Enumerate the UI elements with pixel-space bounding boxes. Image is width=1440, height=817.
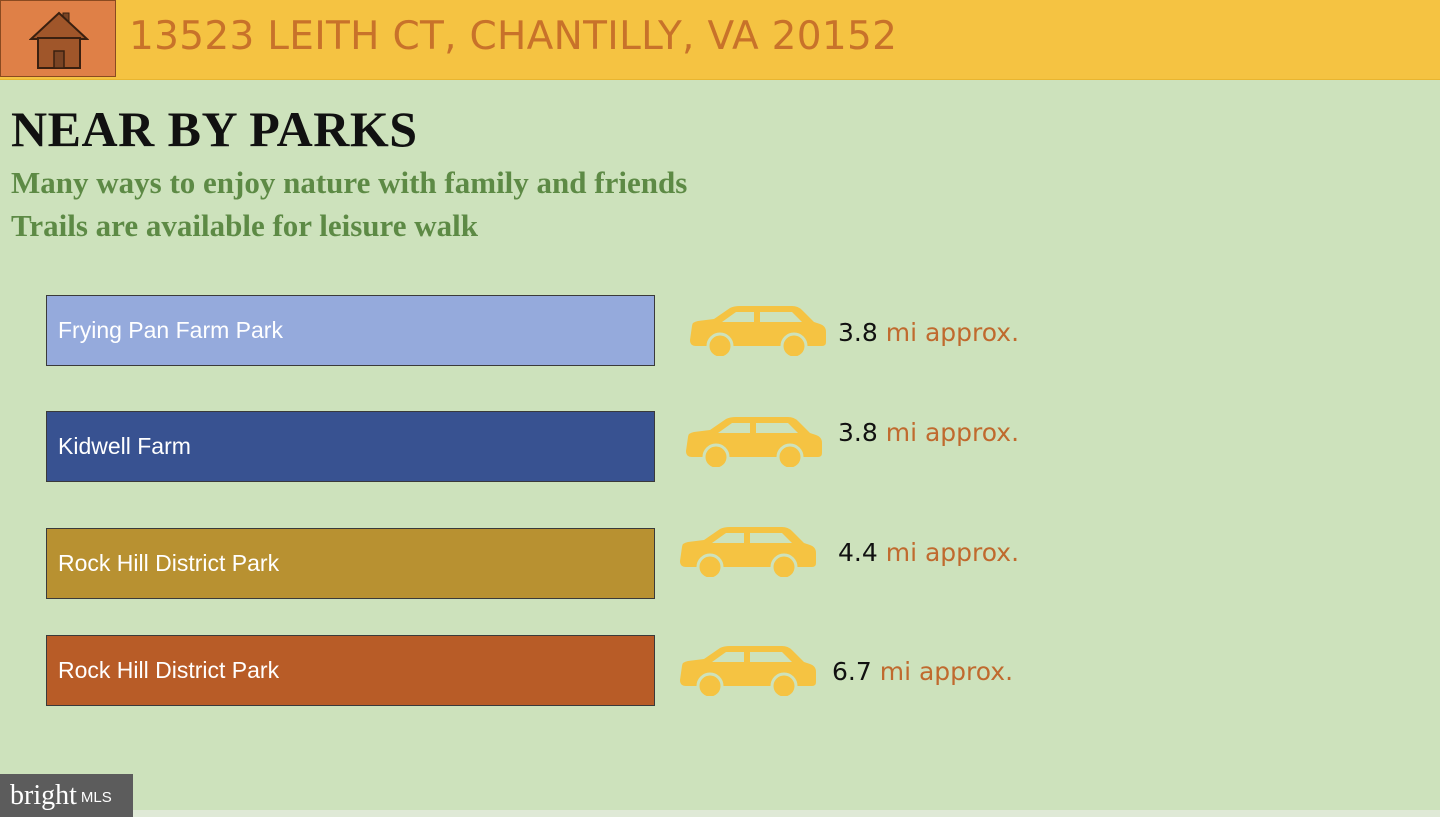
distance-value: 6.7 xyxy=(832,657,872,686)
park-distance: 6.7 mi approx. xyxy=(832,657,1013,686)
park-item-frying-pan-farm-park[interactable]: Frying Pan Farm Park xyxy=(46,295,655,366)
brand-suffix: MLS xyxy=(80,789,112,806)
bottom-divider xyxy=(133,810,1440,817)
bright-mls-logo: bright MLS xyxy=(0,774,133,817)
park-item-rock-hill-district-park-2[interactable]: Rock Hill District Park xyxy=(46,635,655,706)
distance-unit: mi approx. xyxy=(885,538,1020,567)
distance-unit: mi approx. xyxy=(885,318,1020,347)
park-distance: 4.4 mi approx. xyxy=(838,538,1019,567)
home-button[interactable] xyxy=(0,0,116,77)
distance-unit: mi approx. xyxy=(879,657,1014,686)
car-icon xyxy=(686,417,822,467)
brand-name: bright xyxy=(10,779,77,811)
car-icon xyxy=(690,306,826,356)
park-distance: 3.8 mi approx. xyxy=(838,418,1019,447)
park-item-rock-hill-district-park[interactable]: Rock Hill District Park xyxy=(46,528,655,599)
park-name: Rock Hill District Park xyxy=(58,550,280,576)
park-distance: 3.8 mi approx. xyxy=(838,318,1019,347)
subtitle-line-1: Many ways to enjoy nature with family an… xyxy=(11,165,688,200)
distance-value: 4.4 xyxy=(838,538,878,567)
distance-unit: mi approx. xyxy=(885,418,1020,447)
car-icon xyxy=(680,646,816,696)
header-bar: 13523 LEITH CT, CHANTILLY, VA 20152 xyxy=(0,0,1440,80)
park-item-kidwell-farm[interactable]: Kidwell Farm xyxy=(46,411,655,482)
house-icon xyxy=(29,11,89,69)
property-address: 13523 LEITH CT, CHANTILLY, VA 20152 xyxy=(129,14,898,59)
park-name: Kidwell Farm xyxy=(58,433,191,459)
distance-value: 3.8 xyxy=(838,418,878,447)
page-title: NEAR BY PARKS xyxy=(11,101,418,157)
car-icon xyxy=(680,527,816,577)
subtitle-line-2: Trails are available for leisure walk xyxy=(11,208,478,243)
park-name: Rock Hill District Park xyxy=(58,657,280,683)
distance-value: 3.8 xyxy=(838,318,878,347)
park-name: Frying Pan Farm Park xyxy=(58,317,283,343)
